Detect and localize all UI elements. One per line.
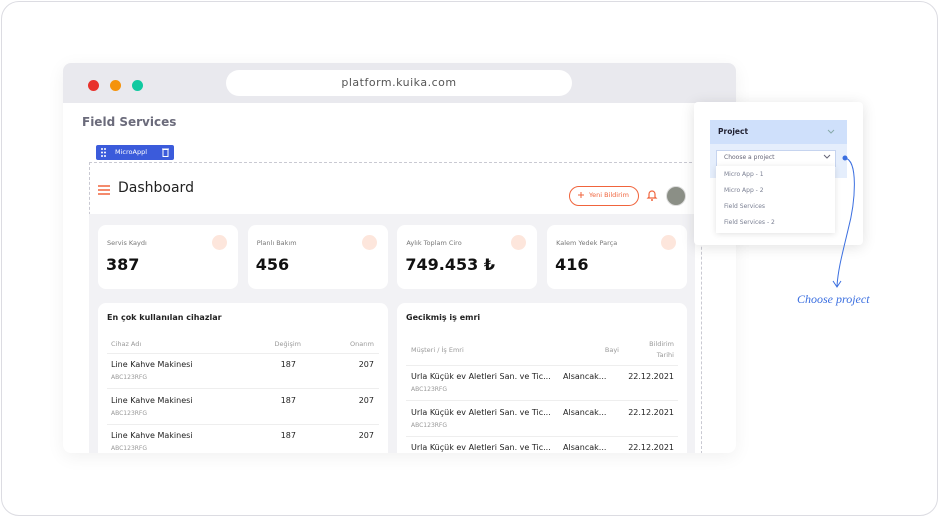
order-name: Urla Küçük ev Aletleri San. ve Tic... <box>411 407 551 417</box>
option[interactable]: Field Services - 2 <box>724 219 775 226</box>
row-rule <box>406 435 678 437</box>
maximize-dot[interactable] <box>132 80 143 91</box>
page-title: Field Services <box>82 115 177 129</box>
order-dealer: Alsancak... <box>563 372 607 381</box>
stat-label: Servis Kaydı <box>107 239 147 247</box>
chip-label: MicroAppl <box>115 148 147 156</box>
device-change: 187 <box>280 431 296 440</box>
order-date: 22.12.2021 <box>628 407 674 417</box>
device-code: ABC123RFG <box>111 409 148 417</box>
new-button-label: Yeni Bildirim <box>589 191 629 199</box>
order-date: 22.12.2021 <box>628 443 674 452</box>
order-code: ABC123RFG <box>411 421 448 429</box>
device-code: ABC123RFG <box>111 445 148 452</box>
stat-icon <box>361 235 377 250</box>
dropdown-header <box>710 120 847 144</box>
th: Bayi <box>604 346 619 354</box>
orders-card <box>397 303 687 453</box>
th: Müşteri / İş Emri <box>411 346 464 354</box>
device-name: Line Kahve Makinesi <box>111 395 193 405</box>
header-rule <box>107 353 379 354</box>
th: Bildirim <box>649 340 674 348</box>
stat-value: 749.453 ₺ <box>405 255 495 274</box>
stat-value: 387 <box>106 255 140 274</box>
bell-icon[interactable] <box>646 189 658 202</box>
dropdown-title: Project <box>718 127 749 136</box>
row-rule <box>107 388 379 389</box>
menu-icon[interactable] <box>97 184 111 196</box>
stat-label: Kalem Yedek Parça <box>556 239 618 247</box>
minimize-dot[interactable] <box>110 80 121 91</box>
url-bar[interactable]: platform.kuika.com <box>226 70 572 96</box>
annotation-arrow <box>832 155 855 288</box>
stat-icon <box>661 235 677 250</box>
th: Onarım <box>349 340 374 348</box>
order-dealer: Alsancak... <box>563 407 607 417</box>
th: Tarihi <box>656 351 674 359</box>
order-dealer: Alsancak... <box>563 443 607 452</box>
stat-label: Planlı Bakım <box>256 239 297 247</box>
order-name: Urla Küçük ev Aletleri San. ve Tic... <box>411 372 551 381</box>
chip-icons <box>101 148 169 157</box>
dashboard-title: Dashboard <box>118 180 194 196</box>
stat-value: 416 <box>555 255 589 274</box>
stat-value: 456 <box>255 255 290 274</box>
devices-title: En çok kullanılan cihazlar <box>107 313 222 322</box>
th: Cihaz Adı <box>111 340 142 348</box>
device-change: 187 <box>280 360 296 369</box>
option[interactable]: Micro App - 1 <box>724 171 764 178</box>
option[interactable]: Field Services <box>724 203 766 210</box>
chip[interactable] <box>96 145 174 160</box>
device-repair: 207 <box>358 395 374 405</box>
new-button[interactable] <box>569 186 639 206</box>
row-rule <box>107 423 379 425</box>
option[interactable]: Micro App - 2 <box>724 187 764 194</box>
plus-icon <box>578 192 584 198</box>
header-rule <box>406 365 678 366</box>
close-dot[interactable] <box>88 80 99 91</box>
device-name: Line Kahve Makinesi <box>111 431 193 440</box>
annotation: Choose project <box>797 292 870 306</box>
avatar[interactable] <box>666 186 686 206</box>
header-chevron <box>827 129 835 134</box>
device-repair: 207 <box>358 360 374 369</box>
orders-title: Gecikmiş iş emri <box>406 313 481 322</box>
browser-window: platform.kuika.com Field Services MicroA… <box>63 63 736 453</box>
row-rule <box>406 400 678 401</box>
order-date: 22.12.2021 <box>628 372 674 381</box>
device-repair: 207 <box>358 431 374 440</box>
order-name: Urla Küçük ev Aletleri San. ve Tic... <box>411 443 551 452</box>
options-list <box>716 166 835 233</box>
stat-icon <box>511 235 527 250</box>
devices-card <box>98 303 388 453</box>
device-name: Line Kahve Makinesi <box>111 360 193 369</box>
select-placeholder: Choose a project <box>724 154 775 161</box>
device-code: ABC123RFG <box>111 374 148 381</box>
stat-label: Aylık Toplam Ciro <box>406 239 462 247</box>
device-change: 187 <box>280 395 296 405</box>
order-code: ABC123RFG <box>411 386 448 393</box>
stat-icon <box>212 235 227 250</box>
select-chevron <box>823 154 831 159</box>
th: Değişim <box>274 340 301 348</box>
